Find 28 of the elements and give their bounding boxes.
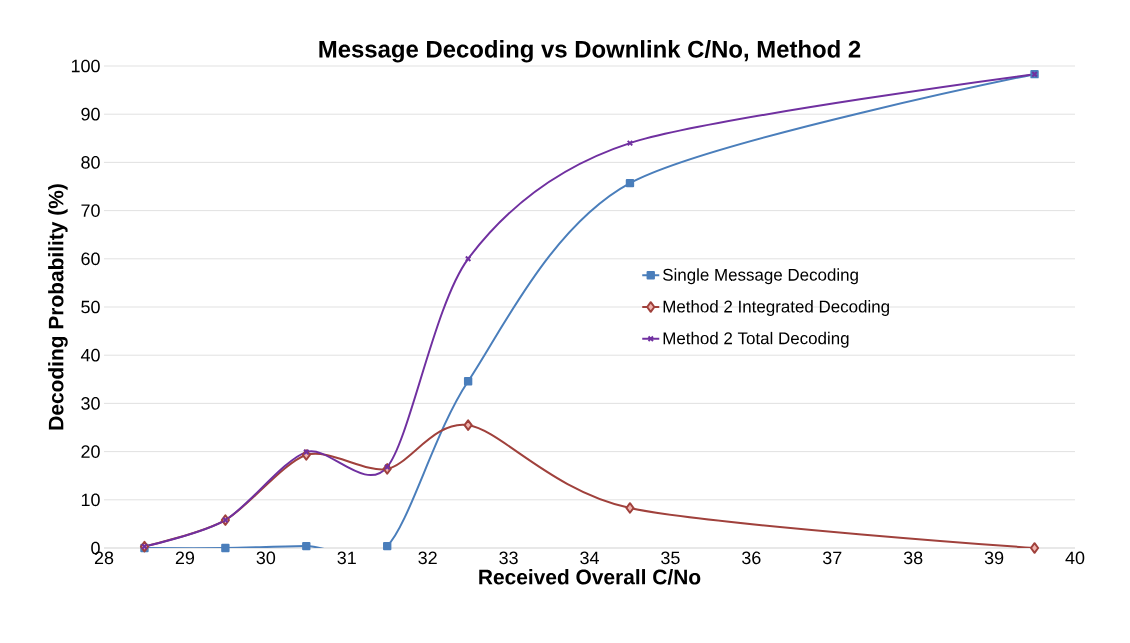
x-tick-label: 33 [499,551,518,565]
x-tick-label: 34 [580,551,599,565]
x-tick-label: 30 [256,551,276,565]
y-tick-label: 10 [81,493,100,507]
y-tick-label: 90 [81,107,100,121]
x-tick-label: 29 [175,551,195,565]
legend-label: Single Message Decoding [663,268,858,285]
y-tick-label: 80 [81,156,100,169]
x-tick-label: 36 [742,551,761,565]
legend-label: Method 2 Total Decoding [663,331,849,348]
y-axis-title: Decoding Probability (%) [48,184,68,430]
y-tick-label: 50 [81,300,100,314]
y-tick-label: 100 [71,59,100,73]
x-tick-label: 32 [418,551,437,565]
y-tick-label: 30 [81,397,100,410]
x-tick-label: 35 [661,551,680,565]
y-tick-label: 40 [80,348,100,362]
legend-label: Method 2 Integrated Decoding [663,300,889,316]
y-tick-label: 60 [81,252,100,266]
x-tick-label: 39 [984,551,1004,565]
x-axis-title: Received Overall C/No [479,569,701,585]
x-tick-label: 37 [822,551,842,565]
x-tick-label: 38 [903,551,923,565]
y-tick-label: 70 [81,204,100,217]
y-tick-label: 20 [81,445,100,458]
x-tick-label: 31 [337,551,356,565]
chart-title: Message Decoding vs Downlink C/No, Method 2 [319,40,861,63]
x-tick-label: 40 [1065,551,1085,565]
